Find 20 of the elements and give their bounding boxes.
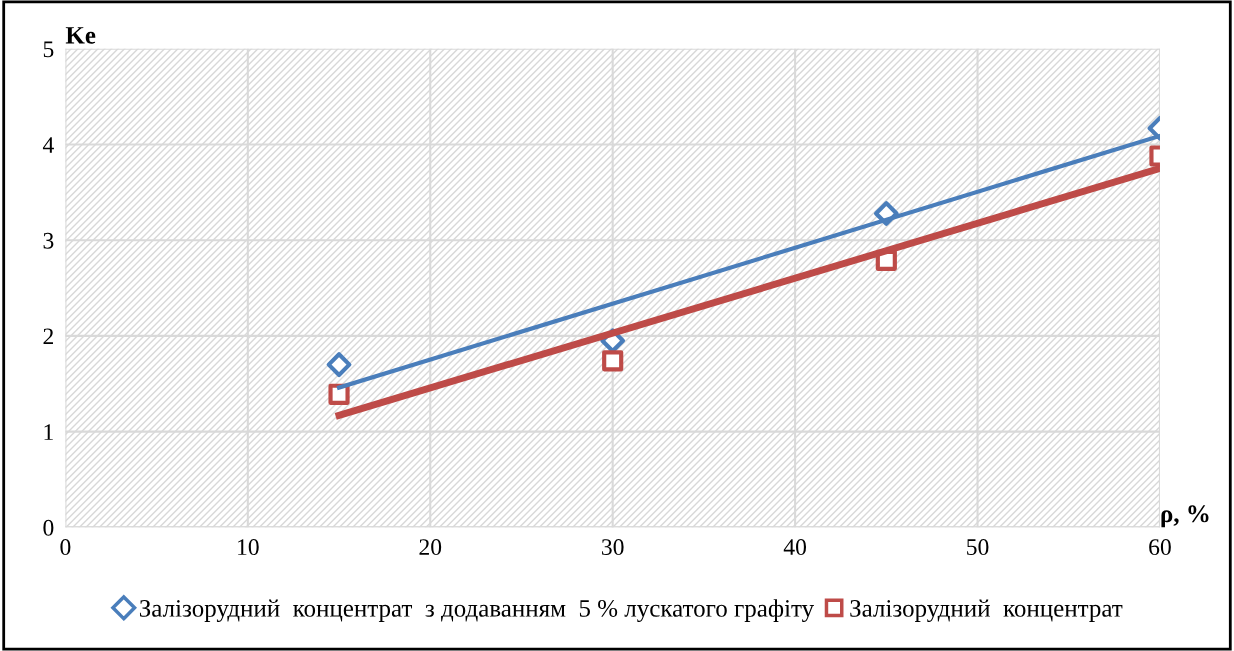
x-tick-label: 0 [60,539,71,556]
point [602,350,624,372]
point [326,352,352,378]
x-tick-label: 40 [783,539,807,556]
point [328,383,350,405]
y-tick-label: 5 [43,41,54,58]
x-tick-label: 30 [602,539,624,556]
y-tick-label: 3 [43,232,54,249]
x-tick-label: 50 [967,539,989,556]
y-tick-label: 4 [42,137,54,153]
y-tick-label: 0 [43,519,54,536]
x-axis-title: ρ, % [1161,505,1209,528]
x-tick-label: 60 [1149,539,1171,556]
x-tick-label: 20 [419,539,442,556]
y-tick-label: 2 [43,328,53,345]
legend-label: Залізорудний концентрат [850,599,1123,622]
y-tick-label: 1 [44,424,53,440]
legend-label: Залізорудний концентрат з додаванням 5 % лускатого графіту [139,599,815,622]
x-tick-label: 10 [238,539,259,556]
y-axis-title: Ke [65,27,96,44]
